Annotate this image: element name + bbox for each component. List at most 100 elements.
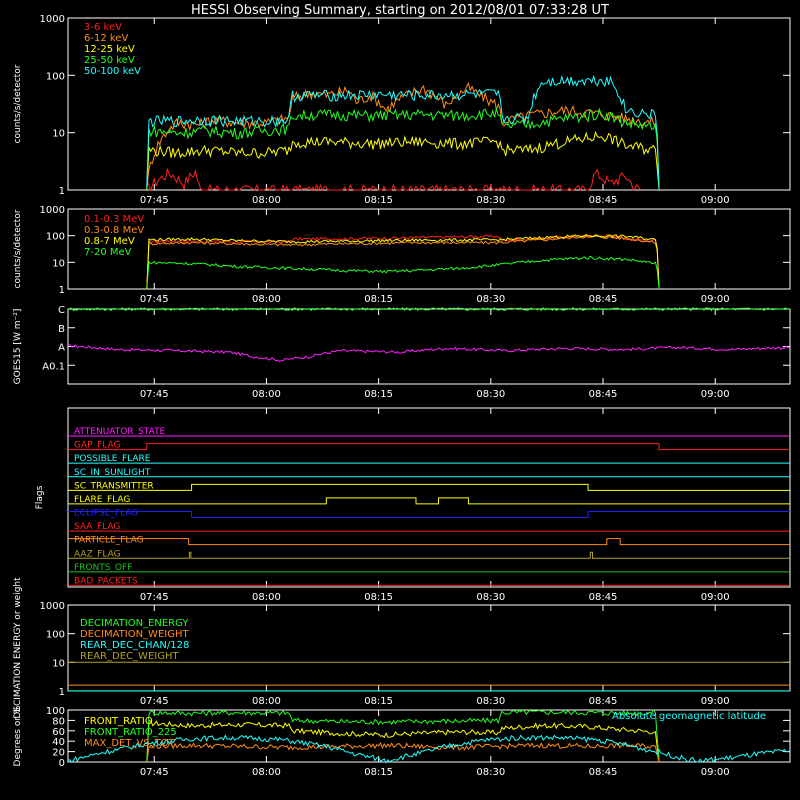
y-tick-label: 1 [59, 285, 65, 296]
y-tick-label: 10 [52, 129, 65, 140]
flag-label-attenuator-state: ATTENUATOR_STATE [74, 427, 166, 437]
y-tick-label: B [58, 324, 65, 335]
series-line-max-det-vs-tot [146, 741, 660, 763]
x-tick-label: 09:00 [701, 767, 730, 778]
series-line-geomagnetic-latitude [67, 734, 791, 764]
series-line-7-20-mev [146, 255, 660, 290]
panel-hxr: 07:45 08:00 08:15 08:30 08:45 09:00 counts/s/d… [13, 14, 791, 206]
x-tick-label: 08:00 [252, 195, 281, 206]
legend-entry: 12-25 keV [84, 44, 135, 55]
legend-entry: 3-6 keV [84, 22, 122, 33]
y-tick-label: 80 [52, 716, 65, 727]
flag-label-bad-packets: BAD_PACKETS [74, 576, 138, 586]
x-tick-label: 08:45 [589, 294, 618, 305]
series-line-0-3-0-8-mev [146, 235, 660, 290]
legend-entry: 25-50 keV [84, 55, 135, 66]
y-axis-label: counts/s/detector [13, 209, 23, 288]
y-tick-label: 1 [59, 186, 65, 197]
x-tick-label: 07:45 [140, 389, 169, 400]
plot-frame [67, 208, 791, 290]
y-tick-label: A0.1 [42, 361, 65, 372]
legend-entry: 0.3-0.8 MeV [84, 225, 144, 236]
legend-entry: DECIMATION_ENERGY [80, 618, 189, 629]
flag-label-aaz-flag: AAZ_FLAG [74, 549, 121, 559]
x-tick-label: 08:45 [589, 389, 618, 400]
flag-trace-flare-flag [68, 497, 790, 505]
x-tick-label: 08:15 [364, 696, 393, 707]
series-line-front-ratio [146, 720, 660, 763]
plot-frame [67, 709, 791, 763]
series-line-front-ratio-225 [146, 709, 660, 763]
y-tick-label: 40 [52, 737, 65, 748]
x-tick-label: 07:45 [140, 294, 169, 305]
flag-label-sc-transmitter: SC_TRANSMITTER [74, 481, 154, 491]
flag-label-flare-flag: FLARE_FLAG [74, 495, 130, 505]
series-line-0-8-7-mev [146, 233, 660, 290]
legend-entry: 6-12 keV [84, 33, 128, 44]
panel-ratio: 07:45 08:00 08:15 08:30 08:45 09:00 Degrees or… [13, 705, 791, 778]
x-tick-label: 09:00 [701, 195, 730, 206]
y-tick-label: 1 [59, 687, 65, 698]
legend-entry: 50-100 keV [84, 66, 141, 77]
flag-trace-eclipse-flag [68, 511, 790, 518]
x-tick-label: 08:15 [364, 592, 393, 603]
flag-label-saa-flag: SAA_FLAG [74, 522, 120, 532]
x-tick-label: 08:00 [252, 696, 281, 707]
y-tick-label: 60 [52, 727, 65, 738]
x-tick-label: 07:45 [140, 767, 169, 778]
flag-label-eclipse-flag: ECLIPSE_FLAG [74, 509, 138, 519]
x-tick-label: 07:45 [140, 696, 169, 707]
flag-trace-aaz-flag [68, 551, 790, 559]
series-line-12-25-kev [146, 130, 660, 191]
x-tick-label: 08:30 [476, 592, 505, 603]
y-tick-label: 1000 [40, 601, 65, 612]
legend-entry: 0.8-7 MeV [84, 236, 135, 247]
legend-entry: FRONT_RATIO_225 [84, 727, 177, 738]
plot-frame [67, 17, 791, 191]
x-tick-label: 07:45 [140, 592, 169, 603]
x-tick-label: 08:30 [476, 767, 505, 778]
legend-entry: 7-20 MeV [84, 247, 132, 258]
x-tick-label: 08:15 [364, 767, 393, 778]
y-tick-label: 10 [52, 658, 65, 669]
plot-frame [67, 407, 791, 588]
x-tick-label: 07:45 [140, 195, 169, 206]
panel-decim: 07:45 08:00 08:15 08:30 08:45 09:00 DECIMATION… [13, 577, 791, 719]
panel-gamma: 07:45 08:00 08:15 08:30 08:45 09:00 counts/s/d… [13, 205, 791, 305]
x-tick-label: 08:00 [252, 592, 281, 603]
x-tick-label: 08:45 [589, 195, 618, 206]
legend-entry: 0.1-0.3 MeV [84, 214, 144, 225]
panel-flags: 07:45 08:00 08:15 08:30 08:45 09:00 Flags ATTEN… [35, 407, 791, 603]
y-tick-label: 20 [52, 748, 65, 759]
y-axis-label: Degrees or % [13, 705, 23, 766]
x-tick-label: 08:00 [252, 767, 281, 778]
x-tick-label: 08:15 [364, 195, 393, 206]
x-tick-label: 08:45 [589, 592, 618, 603]
series-line-goes-low [68, 344, 791, 363]
flag-trace-gap-flag [68, 443, 790, 451]
series-line-0-1-0-3-mev [146, 234, 660, 290]
y-tick-label: C [58, 305, 65, 316]
legend-entry: MAX_DET_VS_TOT [84, 738, 176, 749]
series-line-50-100-kev [146, 74, 660, 191]
series-line-6-12-kev [146, 81, 660, 191]
x-tick-label: 08:00 [252, 294, 281, 305]
legend-entry: REAR_DEC_WEIGHT [80, 651, 179, 662]
x-tick-label: 08:30 [476, 389, 505, 400]
y-tick-label: 100 [46, 232, 65, 243]
y-tick-label: 1000 [40, 14, 65, 25]
y-tick-label: 100 [46, 71, 65, 82]
flag-trace-particle-flag [68, 538, 790, 546]
legend-entry: DECIMATION_WEIGHT [80, 629, 189, 640]
y-tick-label: 0 [59, 758, 65, 769]
panel-goes: 07:45 08:00 08:15 08:30 08:45 09:00 GOES15 [W … [13, 305, 791, 400]
flag-label-possible-flare: POSSIBLE_FLARE [74, 454, 151, 464]
x-tick-label: 09:00 [701, 592, 730, 603]
x-tick-label: 09:00 [701, 389, 730, 400]
x-tick-label: 08:30 [476, 294, 505, 305]
flag-label-particle-flag: PARTICLE_FLAG [74, 536, 144, 546]
x-tick-label: 08:45 [589, 696, 618, 707]
y-tick-label: 100 [46, 706, 65, 717]
